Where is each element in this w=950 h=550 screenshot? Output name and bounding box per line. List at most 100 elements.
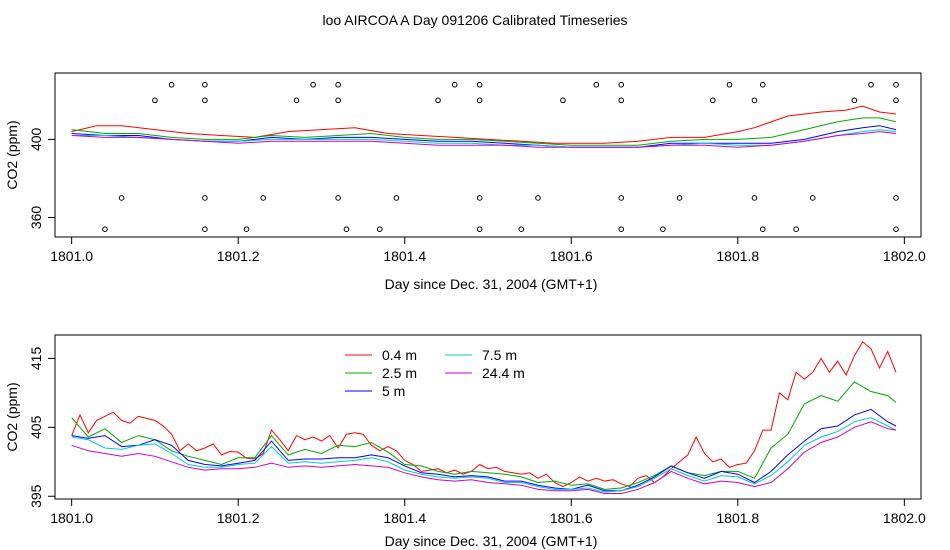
marker-point	[518, 226, 525, 232]
legend-label-2: 5 m	[382, 383, 405, 399]
legend-item-1: 2.5 m	[345, 365, 417, 381]
marker-point	[618, 195, 625, 201]
legend-item-3: 7.5 m	[445, 347, 517, 363]
marker-point	[335, 81, 341, 88]
x-tick-label-3: 1801.6	[550, 510, 593, 526]
y-tick-label-0: 360	[28, 206, 44, 230]
x-tick-label-2: 1801.4	[383, 248, 426, 264]
series-line-7-5m	[71, 417, 897, 493]
y-tick-label-0: 395	[28, 484, 44, 508]
figure-title: loo AIRCOA A Day 091206 Calibrated Times…	[322, 12, 627, 28]
series-line-0-4m	[71, 105, 897, 144]
series-line-2-5m	[71, 117, 897, 146]
x-tick-label-0: 1801.0	[50, 248, 93, 264]
series-line-2-5m	[71, 381, 897, 490]
marker-point	[793, 226, 799, 232]
x-tick-label-1: 1801.2	[217, 248, 260, 264]
marker-point	[893, 226, 899, 232]
panel-bottom: 1801.0 1801.2 1801.4 1801.6 1801.8 1802.0 395…	[4, 334, 926, 549]
series-line-24-4m	[71, 131, 897, 148]
series-line-24-4m	[71, 421, 897, 494]
marker-point	[751, 195, 758, 201]
marker-point	[893, 195, 899, 201]
panel-top-x-axis-label: Day since Dec. 31, 2004 (GMT+1)	[385, 276, 598, 292]
y-tick-label-1: 400	[28, 127, 44, 151]
legend-label-3: 7.5 m	[482, 347, 517, 363]
x-tick-label-3: 1801.6	[550, 248, 593, 264]
x-tick-label-4: 1801.8	[716, 248, 759, 264]
panel-bottom-y-axis-label: CO2 (ppm)	[4, 382, 20, 451]
panel-top-plot-area	[71, 81, 899, 232]
marker-point	[535, 195, 541, 201]
marker-point	[676, 195, 683, 201]
x-tick-label-5: 1802.0	[883, 248, 926, 264]
marker-point	[618, 97, 625, 104]
marker-point	[751, 97, 758, 104]
marker-point	[476, 81, 483, 88]
marker-point	[476, 226, 483, 232]
panel-top-y-axis-label: CO2 (ppm)	[4, 120, 20, 189]
marker-point	[260, 195, 266, 201]
marker-point	[759, 81, 766, 88]
marker-point	[376, 226, 383, 232]
marker-point	[393, 195, 400, 201]
marker-point	[868, 81, 874, 88]
marker-group	[102, 81, 899, 232]
marker-point	[202, 97, 208, 104]
legend-label-0: 0.4 m	[382, 347, 417, 363]
marker-point	[152, 97, 158, 104]
marker-point	[618, 81, 625, 88]
series-line-5m	[71, 408, 897, 492]
legend: 0.4 m 2.5 m 5 m 7.5 m 24.4 m	[345, 347, 525, 399]
panel-top-x-ticks: 1801.0 1801.2 1801.4 1801.6 1801.8 1802.0	[50, 237, 926, 264]
marker-point	[168, 81, 175, 88]
marker-point	[476, 97, 483, 104]
marker-point	[593, 81, 600, 88]
marker-point	[435, 97, 441, 104]
marker-point	[202, 81, 208, 88]
marker-point	[476, 195, 483, 201]
marker-point	[343, 226, 350, 232]
panel-bottom-plot-area	[71, 341, 897, 494]
marker-point	[293, 97, 300, 104]
marker-point	[202, 195, 208, 201]
marker-point	[660, 226, 666, 232]
marker-point	[118, 195, 125, 201]
y-tick-label-1: 405	[28, 415, 44, 439]
marker-point	[618, 226, 625, 232]
series-line-0-4m	[71, 341, 897, 488]
x-tick-label-4: 1801.8	[716, 510, 759, 526]
marker-point	[893, 97, 899, 104]
panel-bottom-frame	[54, 334, 922, 500]
panel-top: 1801.0 1801.2 1801.4 1801.6 1801.8 1802.0 360…	[4, 72, 926, 292]
marker-point	[560, 97, 566, 104]
marker-point	[893, 81, 899, 88]
marker-point	[310, 81, 316, 88]
x-tick-label-1: 1801.2	[217, 510, 260, 526]
marker-point	[759, 226, 766, 232]
panel-bottom-x-axis-label: Day since Dec. 31, 2004 (GMT+1)	[385, 533, 598, 549]
marker-point	[851, 97, 858, 104]
y-tick-label-2: 415	[28, 347, 44, 371]
panel-bottom-y-ticks: 395 405 415	[28, 347, 55, 508]
marker-point	[451, 81, 458, 88]
x-tick-label-2: 1801.4	[383, 510, 426, 526]
panel-bottom-x-ticks: 1801.0 1801.2 1801.4 1801.6 1801.8 1802.0	[50, 499, 926, 526]
x-tick-label-0: 1801.0	[50, 510, 93, 526]
panel-top-frame	[54, 72, 922, 238]
marker-point	[335, 97, 341, 104]
marker-point	[809, 195, 816, 201]
marker-point	[710, 97, 716, 104]
legend-item-4: 24.4 m	[445, 365, 525, 381]
legend-item-0: 0.4 m	[345, 347, 417, 363]
legend-label-4: 24.4 m	[482, 365, 525, 381]
marker-point	[102, 226, 108, 232]
legend-item-2: 5 m	[345, 383, 405, 399]
marker-point	[202, 226, 208, 232]
panel-top-y-ticks: 360 400	[28, 127, 55, 229]
marker-point	[726, 81, 733, 88]
marker-point	[243, 226, 250, 232]
x-tick-label-5: 1802.0	[883, 510, 926, 526]
marker-point	[335, 195, 341, 201]
